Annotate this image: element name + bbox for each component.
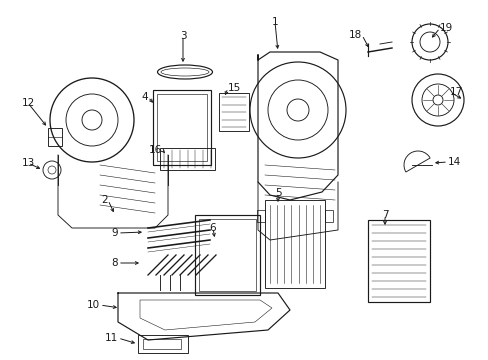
Text: 12: 12 — [21, 98, 35, 108]
Text: 13: 13 — [21, 158, 35, 168]
Text: 1: 1 — [271, 17, 278, 27]
Text: 5: 5 — [274, 188, 281, 198]
Bar — [219, 93, 248, 131]
Bar — [138, 335, 187, 353]
Text: 10: 10 — [87, 300, 100, 310]
Text: 11: 11 — [104, 333, 118, 343]
Bar — [257, 210, 264, 222]
Bar — [325, 210, 332, 222]
Bar — [142, 339, 181, 349]
Text: 18: 18 — [348, 30, 361, 40]
Bar — [195, 215, 260, 295]
Text: 3: 3 — [179, 31, 186, 41]
Bar — [48, 128, 62, 146]
Text: 17: 17 — [449, 87, 462, 97]
Text: 16: 16 — [148, 145, 162, 155]
Bar — [199, 219, 256, 291]
Text: 14: 14 — [447, 157, 460, 167]
Bar — [367, 220, 429, 302]
Bar — [157, 94, 206, 161]
Text: 9: 9 — [111, 228, 118, 238]
Bar — [153, 90, 210, 165]
Bar — [160, 148, 215, 170]
Text: 19: 19 — [439, 23, 452, 33]
Text: 8: 8 — [111, 258, 118, 268]
Text: 15: 15 — [227, 83, 241, 93]
Text: 7: 7 — [381, 210, 387, 220]
Text: 4: 4 — [141, 92, 148, 102]
Text: 2: 2 — [101, 195, 108, 205]
Text: 6: 6 — [209, 223, 216, 233]
Bar — [264, 200, 325, 288]
